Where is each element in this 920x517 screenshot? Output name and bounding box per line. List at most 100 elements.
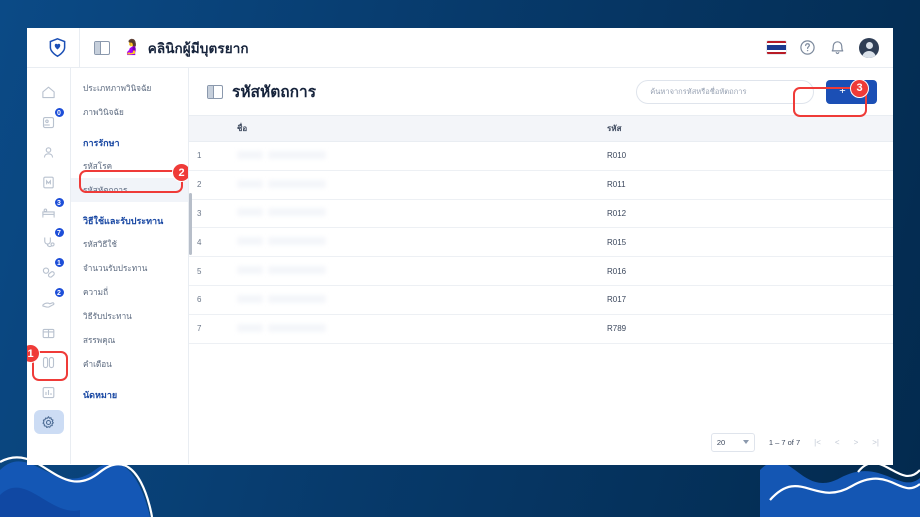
topbar-divider — [79, 28, 80, 68]
nav-item-disease-code[interactable]: รหัสโรค — [83, 161, 113, 171]
page-title: รหัสหัตถการ — [232, 84, 317, 101]
next-page-button[interactable]: > — [853, 437, 859, 447]
cell-code: R789 — [599, 314, 893, 344]
first-page-button[interactable]: |< — [814, 437, 821, 447]
cell-name-redacted — [229, 170, 599, 200]
cell-code: R012 — [599, 199, 893, 229]
brand-title: คลินิกผู้มีบุตรยาก — [147, 40, 249, 56]
nav-item-diagnostic-image-type[interactable]: ประเภทภาพวินิจฉัย — [83, 83, 152, 93]
pagination-bar: 20 1 – 7 of 7 |< < > >| — [189, 420, 893, 464]
cell-name-redacted — [229, 141, 599, 171]
page-panel-toggle-icon[interactable] — [207, 84, 223, 99]
badge-count: 2 — [53, 287, 65, 298]
nav-item-diagnostic-image[interactable]: ภาพวินิจฉัย — [83, 107, 124, 117]
box-icon[interactable] — [34, 320, 64, 344]
column-header-name: ชื่อ — [229, 115, 599, 142]
procedure-code-table: ชื่อ รหัส 1 R010 2 R011 — [189, 115, 893, 344]
badge-count: 0 — [53, 107, 65, 118]
table-row[interactable]: 2 R011 — [189, 170, 893, 200]
cell-code: R016 — [599, 256, 893, 286]
pager-buttons: |< < > >| — [814, 438, 879, 447]
cell-index: 2 — [189, 170, 229, 200]
table-row[interactable]: 1 R010 — [189, 141, 893, 171]
nav-group-appointment: นัดหมาย — [83, 390, 118, 400]
cell-name-redacted — [229, 314, 599, 344]
nav-item-procedure-code[interactable]: รหัสหัตถการ — [71, 178, 188, 202]
cell-index: 1 — [189, 141, 229, 171]
prev-page-button[interactable]: < — [834, 437, 840, 447]
app-body: 0 3 7 1 2 — [27, 68, 893, 464]
thailand-flag-icon[interactable] — [767, 41, 786, 54]
pills-icon[interactable]: 1 — [34, 257, 65, 284]
page-range-label: 1 – 7 of 7 — [768, 437, 801, 447]
content-header: รหัสหัตถการ + เพิ่ม 3 — [189, 68, 893, 117]
settings-gear-icon[interactable] — [33, 410, 64, 434]
medical-record-icon[interactable] — [34, 170, 64, 194]
table-header-row: ชื่อ รหัส — [189, 115, 893, 142]
nav-group-usage: วิธีใช้และรับประทาน — [83, 216, 164, 226]
cell-index: 5 — [189, 256, 229, 286]
home-icon[interactable] — [34, 80, 64, 104]
nav-item-frequency[interactable]: ความถี่ — [83, 287, 109, 297]
search-input[interactable] — [636, 79, 815, 104]
user-avatar[interactable] — [859, 37, 879, 58]
clinic-emoji-icon: 🤰 — [122, 39, 141, 56]
cell-name-redacted — [229, 227, 599, 258]
column-header-index — [189, 115, 229, 142]
nav-item-properties[interactable]: สรรพคุณ — [83, 335, 116, 345]
hospital-bed-icon[interactable]: 3 — [34, 197, 65, 224]
app-window: 🤰 คลินิกผู้มีบุตรยาก — [27, 28, 893, 465]
cell-index: 6 — [189, 285, 229, 315]
table-scrollbar[interactable] — [189, 193, 192, 255]
cell-code: R010 — [599, 141, 893, 171]
grid-icon[interactable] — [34, 350, 64, 374]
nav-item-usage-code[interactable]: รหัสวิธีใช้ — [83, 239, 117, 249]
cell-name-redacted — [229, 199, 599, 229]
nav-item-administration-method[interactable]: วิธีรับประทาน — [83, 311, 132, 321]
cell-code: R017 — [599, 285, 893, 315]
app-logo[interactable] — [35, 37, 79, 58]
last-page-button[interactable]: >| — [872, 437, 879, 447]
cell-name-redacted — [229, 256, 599, 286]
nav-item-dose-amount[interactable]: จำนวนรับประทาน — [83, 263, 148, 273]
clipboard-icon[interactable]: 0 — [34, 107, 65, 134]
chevron-down-icon — [742, 440, 749, 444]
cell-index: 3 — [189, 199, 229, 229]
panel-toggle-icon[interactable] — [94, 40, 110, 55]
table-row[interactable]: 5 R016 — [189, 256, 893, 286]
cell-code: R011 — [599, 170, 893, 200]
table-row[interactable]: 7 R789 — [189, 314, 893, 344]
table-row[interactable]: 3 R012 — [189, 199, 893, 229]
column-header-code: รหัส — [599, 115, 893, 142]
page-size-value: 20 — [716, 437, 726, 447]
chart-icon[interactable] — [34, 380, 64, 404]
top-bar: 🤰 คลินิกผู้มีบุตรยาก — [27, 28, 893, 68]
person-icon[interactable] — [34, 140, 64, 164]
stethoscope-icon[interactable]: 7 — [34, 227, 65, 254]
nav-item-warning[interactable]: คำเตือน — [83, 359, 112, 369]
table-row[interactable]: 4 R015 — [189, 227, 893, 258]
topbar-actions — [767, 37, 893, 58]
table-row[interactable]: 6 R017 — [189, 285, 893, 315]
badge-count: 3 — [53, 197, 65, 208]
help-icon[interactable] — [799, 39, 816, 56]
plus-icon: + — [839, 85, 846, 97]
header-actions: + เพิ่ม 3 — [636, 78, 877, 117]
icon-rail: 0 3 7 1 2 — [27, 68, 71, 464]
cell-index: 4 — [189, 227, 229, 258]
table-container: ชื่อ รหัส 1 R010 2 R011 — [189, 115, 893, 420]
notification-bell-icon[interactable] — [829, 39, 846, 56]
nav-sidebar: ประเภทภาพวินิจฉัย ภาพวินิจฉัย การรักษา ร… — [71, 68, 189, 464]
page-size-select[interactable]: 20 — [710, 432, 755, 452]
cell-name-redacted — [229, 285, 599, 315]
content-area: รหัสหัตถการ + เพิ่ม 3 — [189, 68, 893, 464]
cell-index: 7 — [189, 314, 229, 344]
hand-care-icon[interactable]: 2 — [34, 287, 65, 314]
annotation-marker-2: 2 — [172, 163, 188, 182]
badge-count: 7 — [53, 227, 65, 238]
nav-group-treatment: การรักษา — [83, 138, 120, 148]
cell-code: R015 — [599, 227, 893, 258]
table-body: 1 R010 2 R011 3 R012 — [189, 141, 893, 344]
annotation-marker-3: 3 — [850, 78, 869, 98]
table-head: ชื่อ รหัส — [189, 115, 893, 142]
